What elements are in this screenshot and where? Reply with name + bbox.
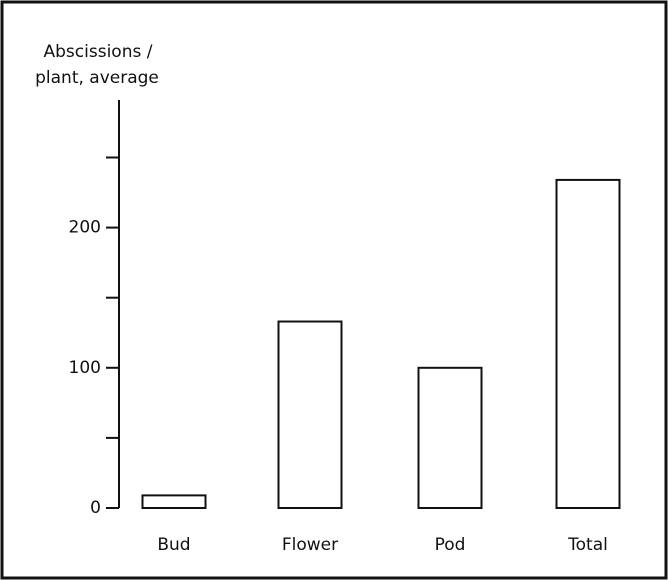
- x-tick-label: Flower: [282, 535, 338, 555]
- x-tick-label: Total: [567, 535, 608, 555]
- y-tick-label: 200: [69, 218, 101, 238]
- x-tick-label: Bud: [157, 535, 190, 555]
- y-axis-label: plant, average: [35, 68, 159, 88]
- y-axis-label: Abscissions /: [44, 42, 153, 62]
- y-tick-label: 0: [90, 498, 101, 518]
- y-tick-label: 100: [69, 358, 101, 378]
- bar: [417, 366, 483, 510]
- x-tick-label: Pod: [435, 535, 466, 555]
- bar: [555, 178, 621, 510]
- bar: [277, 320, 343, 510]
- bar: [141, 494, 207, 509]
